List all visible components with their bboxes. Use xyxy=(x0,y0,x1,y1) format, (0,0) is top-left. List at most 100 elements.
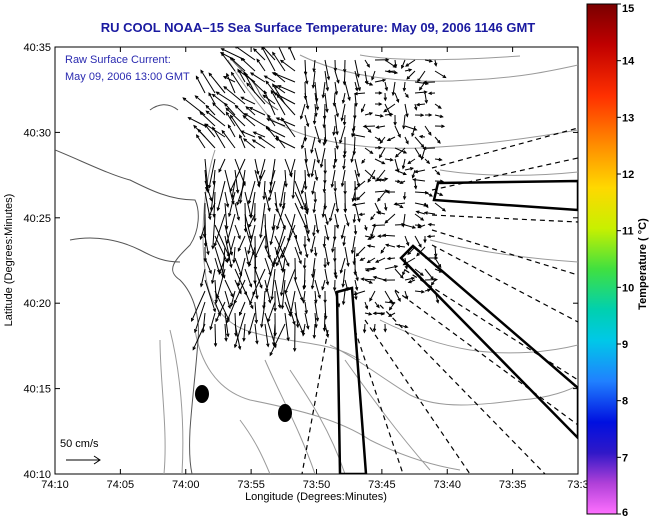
current-vector xyxy=(304,257,306,269)
colorbar-tick-label: 10 xyxy=(622,282,634,294)
current-vector xyxy=(314,213,319,233)
current-vector xyxy=(394,202,406,205)
current-vector xyxy=(214,213,226,247)
current-vector-head xyxy=(413,185,418,190)
current-vector-head xyxy=(385,190,390,194)
current-vector xyxy=(281,117,296,138)
current-vector-head xyxy=(334,91,339,96)
current-vector xyxy=(314,125,321,143)
current-vector-head xyxy=(298,260,302,265)
current-vector-head xyxy=(429,193,433,197)
current-vector xyxy=(210,180,216,211)
current-vector xyxy=(414,91,427,94)
current-vector-head xyxy=(406,76,411,80)
current-vector-head xyxy=(333,272,338,277)
current-vector xyxy=(355,246,366,257)
current-vector-head xyxy=(313,199,318,204)
current-vector-head xyxy=(357,87,361,92)
current-vector-head xyxy=(255,340,259,345)
current-vector-head xyxy=(404,295,409,300)
current-vector-head xyxy=(368,112,374,116)
current-vector-head xyxy=(195,134,200,139)
current-vector-head xyxy=(237,235,241,240)
current-vector xyxy=(424,191,433,197)
current-vector-head xyxy=(356,173,361,178)
current-vector-head xyxy=(426,160,431,165)
current-vector-head xyxy=(248,224,252,229)
current-vector-head xyxy=(382,233,387,238)
current-vector xyxy=(264,246,275,267)
current-vector-head xyxy=(281,254,285,259)
current-vector xyxy=(384,59,397,68)
colorbar-tick-label: 13 xyxy=(622,112,634,124)
current-vector-head xyxy=(427,222,432,227)
current-vector-head xyxy=(423,211,428,215)
current-vector-head xyxy=(343,208,348,213)
current-vector xyxy=(384,213,396,224)
current-vector-head xyxy=(335,113,339,118)
current-vector xyxy=(234,312,246,348)
temperature-colorbar: 15 14 13 12 11 10 9 8 7 6 Temperature ( °C) xyxy=(586,3,649,519)
current-vector-head xyxy=(214,299,218,304)
current-vector xyxy=(353,213,356,223)
current-vector-head xyxy=(230,293,234,298)
current-vector xyxy=(324,224,329,240)
shipping-lanes xyxy=(335,179,578,474)
current-vector-head xyxy=(243,138,247,142)
current-vector xyxy=(274,92,296,105)
current-vector xyxy=(247,224,256,254)
current-vector-head xyxy=(230,302,234,308)
current-vector-head xyxy=(413,169,419,174)
current-vector-head xyxy=(268,299,272,304)
current-vector xyxy=(204,235,209,255)
current-vector xyxy=(235,105,246,116)
y-axis-label: Latitude (Degrees:Minutes) xyxy=(3,194,15,327)
current-vector-head xyxy=(216,207,220,212)
current-vector-head xyxy=(261,47,265,50)
current-vector xyxy=(208,158,216,189)
current-vector-head xyxy=(192,346,196,351)
current-vector xyxy=(416,211,426,215)
current-vector xyxy=(274,202,286,230)
current-vector-head xyxy=(404,265,409,270)
current-vector xyxy=(304,147,307,163)
current-vector xyxy=(379,136,386,144)
current-vector-head xyxy=(350,250,355,255)
current-vector xyxy=(351,147,356,163)
y-tick-label: 40:30 xyxy=(23,127,51,139)
current-vector-head xyxy=(304,80,309,85)
current-vector-head xyxy=(325,221,329,226)
current-vector xyxy=(323,235,326,247)
current-vector xyxy=(234,202,240,220)
current-vector-head xyxy=(384,243,390,247)
current-vector-head xyxy=(416,252,420,257)
current-vector xyxy=(384,301,395,304)
current-vector-head xyxy=(288,47,292,50)
current-vector xyxy=(227,124,236,138)
current-vector-head xyxy=(281,268,286,274)
current-vector-head xyxy=(279,203,283,208)
current-vector-head xyxy=(353,197,358,202)
current-vector xyxy=(234,268,247,295)
current-vector-head xyxy=(326,261,330,267)
current-vector-head xyxy=(259,284,263,289)
current-vector-head xyxy=(420,144,425,148)
current-vector xyxy=(274,85,286,94)
current-vector xyxy=(334,103,339,117)
current-vector xyxy=(280,268,286,296)
current-vector-head xyxy=(230,194,235,199)
current-vector xyxy=(434,136,441,144)
current-vector-head xyxy=(305,105,310,110)
current-vector-head xyxy=(311,84,316,89)
current-vector xyxy=(363,125,376,127)
current-vector-head xyxy=(216,295,220,300)
current-vector xyxy=(314,92,319,110)
current-vector-head xyxy=(408,68,413,72)
current-vector xyxy=(383,103,396,113)
buoy-marker-west xyxy=(195,385,209,403)
current-vector xyxy=(288,47,296,61)
current-vector-head xyxy=(384,177,389,181)
current-vector-head xyxy=(263,90,268,95)
current-vector-head xyxy=(418,86,423,91)
current-vector-head xyxy=(220,48,225,52)
